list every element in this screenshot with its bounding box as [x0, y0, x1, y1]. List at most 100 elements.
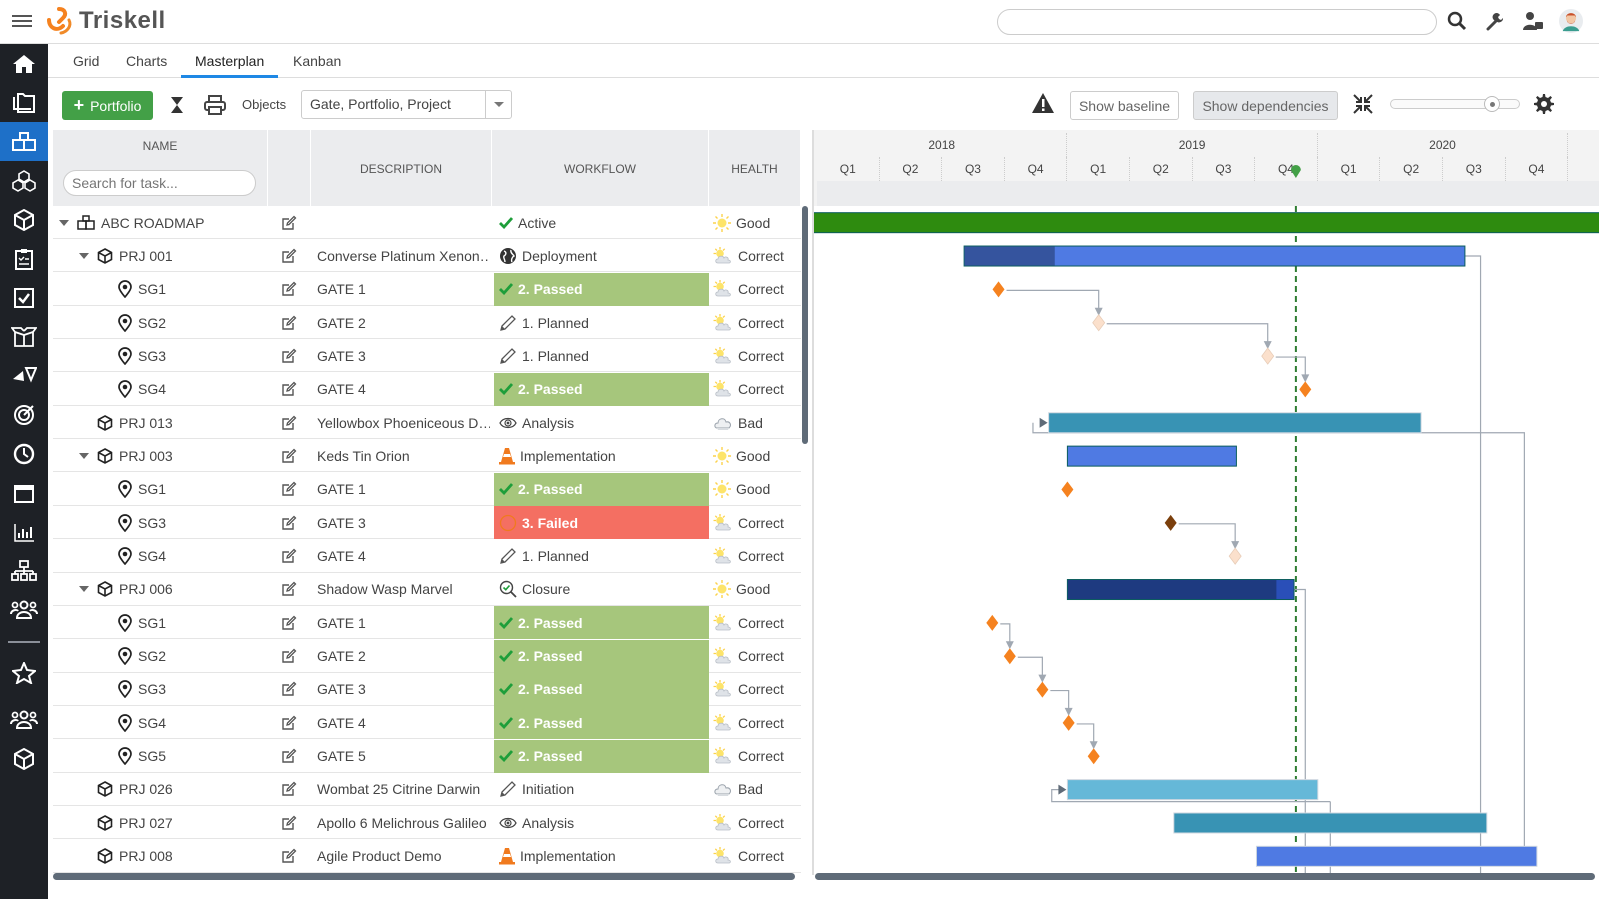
column-health[interactable]: HEALTH	[709, 130, 801, 206]
sidebar-item-org-chart[interactable]	[0, 551, 48, 590]
milestone-diamond[interactable]	[1299, 381, 1312, 398]
name-cell[interactable]: SG4	[118, 373, 268, 406]
edit-icon[interactable]	[281, 239, 301, 272]
sidebar-item-objects[interactable]	[0, 739, 48, 778]
sidebar-item-home[interactable]	[0, 44, 48, 83]
edit-icon[interactable]	[281, 706, 301, 739]
chevron-down-icon[interactable]	[485, 91, 511, 118]
name-cell[interactable]: PRJ 026	[79, 773, 268, 806]
wrench-icon[interactable]	[1483, 8, 1507, 34]
sidebar-item-folders[interactable]	[0, 83, 48, 122]
name-cell[interactable]: ABC ROADMAP	[59, 206, 268, 239]
sidebar-item-products[interactable]	[0, 317, 48, 356]
edit-icon[interactable]	[281, 840, 301, 873]
sidebar-item-teams[interactable]	[0, 590, 48, 629]
expand-caret-icon[interactable]	[79, 452, 89, 459]
edit-icon[interactable]	[281, 373, 301, 406]
edit-icon[interactable]	[281, 506, 301, 539]
warning-icon[interactable]	[1031, 91, 1055, 115]
table-row[interactable]: PRJ 026 Wombat 25 Citrine Darwin Initiatio…	[53, 773, 801, 806]
objects-select[interactable]: Gate, Portfolio, Project	[301, 90, 512, 119]
table-row[interactable]: PRJ 001 Converse Platinum Xenon… Deploymen…	[53, 239, 801, 273]
workflow-cell[interactable]: 2. Passed	[494, 706, 709, 740]
show-baseline-button[interactable]: Show baseline	[1070, 91, 1179, 120]
settings-gear-icon[interactable]	[1532, 92, 1556, 116]
table-row[interactable]: SG1 GATE 1 2. Passed Good	[53, 472, 801, 506]
tab-masterplan[interactable]: Masterplan	[181, 44, 279, 78]
search-icon[interactable]	[1445, 8, 1469, 34]
edit-icon[interactable]	[281, 573, 301, 606]
table-row[interactable]: SG3 GATE 3 3. Failed Correct	[53, 506, 801, 540]
table-row[interactable]: SG3 GATE 3 2. Passed Correct	[53, 672, 801, 706]
table-row[interactable]: SG4 GATE 4 1. Planned Correct	[53, 540, 801, 573]
column-name[interactable]: NAME	[53, 130, 268, 206]
table-row[interactable]: ABC ROADMAP Active Good	[53, 206, 801, 239]
workflow-cell[interactable]: Deployment	[494, 239, 709, 272]
app-logo[interactable]: Triskell	[45, 6, 166, 36]
menu-icon[interactable]	[12, 12, 32, 30]
workflow-cell[interactable]: 1. Planned	[494, 306, 709, 339]
milestone-diamond[interactable]	[1087, 748, 1100, 765]
table-row[interactable]: SG1 GATE 1 2. Passed Correct	[53, 272, 801, 306]
workflow-cell[interactable]: 2. Passed	[494, 272, 709, 306]
sidebar-item-timesheet[interactable]	[0, 434, 48, 473]
edit-icon[interactable]	[281, 606, 301, 639]
edit-icon[interactable]	[281, 540, 301, 573]
sidebar-item-favorites[interactable]	[0, 653, 48, 692]
gantt-bar[interactable]	[1066, 779, 1319, 801]
gantt-bar[interactable]	[1048, 412, 1422, 434]
workflow-cell[interactable]: Implementation	[494, 439, 709, 472]
tab-charts[interactable]: Charts	[126, 53, 168, 69]
milestone-diamond[interactable]	[1003, 648, 1016, 665]
name-cell[interactable]: SG1	[118, 273, 268, 306]
user-lock-icon[interactable]	[1521, 8, 1545, 34]
table-row[interactable]: PRJ 003 Keds Tin Orion Implementation Good	[53, 439, 801, 473]
milestone-diamond[interactable]	[1062, 714, 1075, 731]
edit-icon[interactable]	[281, 306, 301, 339]
tab-grid[interactable]: Grid	[73, 53, 100, 69]
zoom-slider-handle[interactable]	[1483, 96, 1500, 112]
table-row[interactable]: SG3 GATE 3 1. Planned Correct	[53, 339, 801, 373]
gantt-horizontal-scrollbar[interactable]	[815, 873, 1595, 880]
workflow-cell[interactable]: 2. Passed	[494, 672, 709, 706]
workflow-cell[interactable]: 2. Passed	[494, 639, 709, 673]
table-row[interactable]: SG2 GATE 2 2. Passed Correct	[53, 639, 801, 673]
edit-icon[interactable]	[281, 473, 301, 506]
table-row[interactable]: PRJ 008 Agile Product Demo Implementation C…	[53, 840, 801, 873]
sidebar-item-reports[interactable]	[0, 512, 48, 551]
task-search-input[interactable]	[63, 170, 256, 196]
sidebar-item-calendar[interactable]	[0, 473, 48, 512]
table-row[interactable]: SG5 GATE 5 2. Passed Correct	[53, 739, 801, 773]
collapse-icon[interactable]	[1351, 92, 1375, 116]
grid-vertical-scrollbar[interactable]	[802, 206, 808, 444]
milestone-diamond[interactable]	[1061, 481, 1074, 498]
milestone-diamond[interactable]	[1036, 681, 1049, 698]
workflow-cell[interactable]: 2. Passed	[494, 472, 709, 506]
name-cell[interactable]: SG3	[118, 673, 268, 706]
sidebar-item-ideas[interactable]	[0, 356, 48, 395]
name-cell[interactable]: SG2	[118, 306, 268, 339]
name-cell[interactable]: SG4	[118, 540, 268, 573]
edit-icon[interactable]	[281, 740, 301, 773]
sidebar-item-tasks[interactable]	[0, 278, 48, 317]
edit-icon[interactable]	[281, 406, 301, 439]
edit-icon[interactable]	[281, 673, 301, 706]
edit-icon[interactable]	[281, 806, 301, 839]
table-row[interactable]: SG4 GATE 4 2. Passed Correct	[53, 372, 801, 406]
table-row[interactable]: SG1 GATE 1 2. Passed Correct	[53, 606, 801, 640]
workflow-cell[interactable]: Analysis	[494, 806, 709, 839]
edit-icon[interactable]	[281, 273, 301, 306]
edit-icon[interactable]	[281, 640, 301, 673]
table-row[interactable]: PRJ 013 Yellowbox Phoeniceous D… Analysis B…	[53, 406, 801, 440]
name-cell[interactable]: PRJ 003	[79, 439, 268, 472]
column-workflow[interactable]: WORKFLOW	[492, 130, 709, 206]
name-cell[interactable]: SG5	[118, 740, 268, 773]
name-cell[interactable]: PRJ 027	[79, 806, 268, 839]
milestone-diamond[interactable]	[992, 281, 1005, 298]
sidebar-item-portfolio[interactable]	[0, 122, 48, 161]
edit-icon[interactable]	[281, 439, 301, 472]
column-description[interactable]: DESCRIPTION	[311, 130, 492, 206]
name-cell[interactable]: PRJ 006	[79, 573, 268, 606]
workflow-cell[interactable]: Closure	[494, 573, 709, 606]
name-cell[interactable]: SG1	[118, 473, 268, 506]
